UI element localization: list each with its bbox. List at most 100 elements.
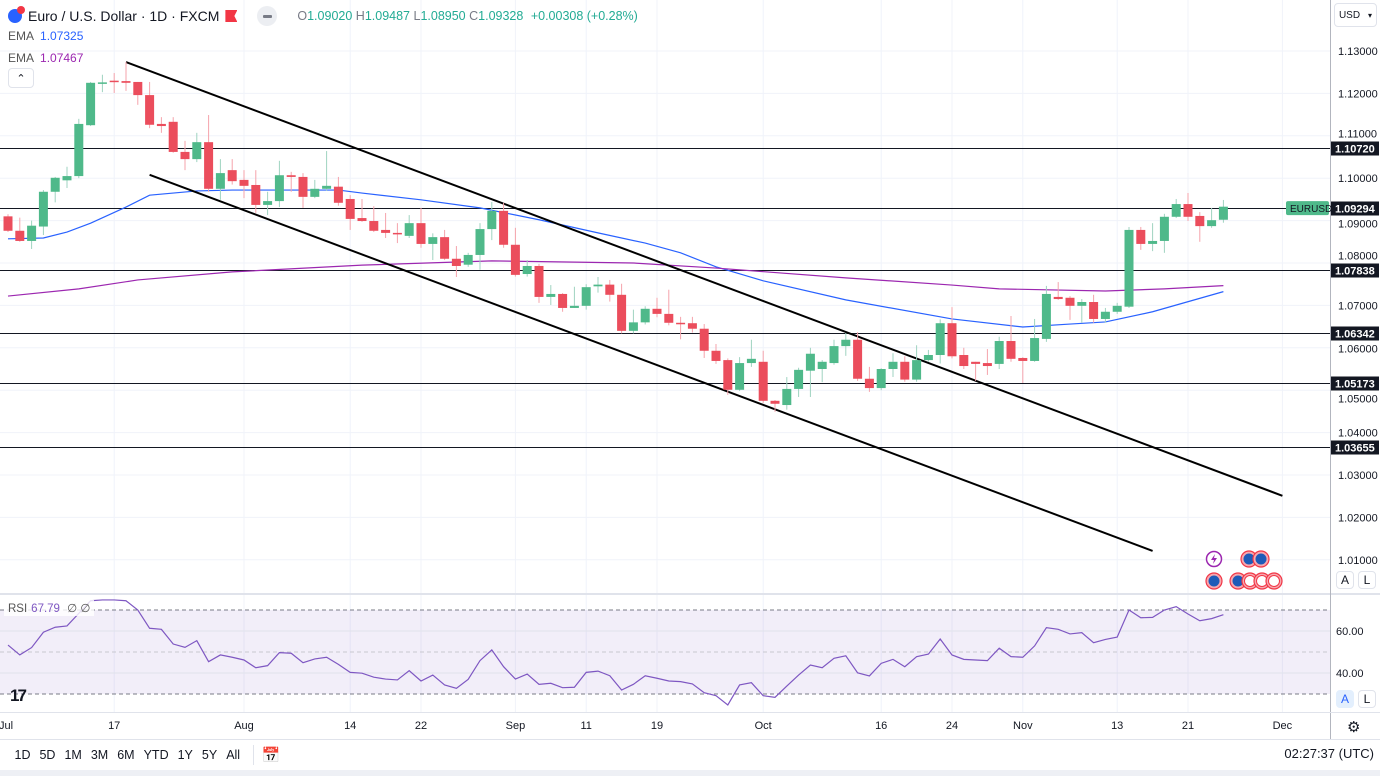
candle-body xyxy=(1030,338,1040,361)
candle-body xyxy=(1112,305,1122,312)
candle-body xyxy=(628,322,638,331)
candle-body xyxy=(1195,215,1205,227)
candle-body xyxy=(676,322,686,325)
candle-body xyxy=(1041,293,1051,339)
candle-body xyxy=(215,173,225,189)
range-1m[interactable]: 1M xyxy=(64,748,82,762)
candle-body xyxy=(994,341,1004,364)
high-label: H xyxy=(355,9,365,23)
low-label: L xyxy=(413,9,421,23)
range-ytd[interactable]: YTD xyxy=(143,748,169,762)
market-status-icon[interactable] xyxy=(257,6,278,26)
range-3m[interactable]: 3M xyxy=(90,748,109,762)
candle-body xyxy=(3,216,13,231)
trendlines[interactable] xyxy=(125,61,1283,552)
range-1d[interactable]: 1D xyxy=(14,748,31,762)
candle-body xyxy=(900,361,910,380)
candle-body xyxy=(239,179,249,186)
candle xyxy=(109,73,119,93)
eu-flag-glyph xyxy=(1255,553,1267,565)
candle-body xyxy=(345,198,355,219)
candle xyxy=(794,367,804,397)
trendline xyxy=(125,61,1283,497)
candle xyxy=(735,357,745,392)
candle xyxy=(1159,213,1169,253)
range-1y[interactable]: 1Y xyxy=(177,748,193,762)
currency-select[interactable]: USD ▾ xyxy=(1334,3,1377,27)
candle xyxy=(805,347,815,397)
candle xyxy=(369,206,379,233)
symbol-tag-label: EURUSD xyxy=(1290,204,1332,215)
rsi-log-scale-button[interactable]: L xyxy=(1358,690,1376,708)
ema-slow-label: EMA xyxy=(8,51,35,65)
candle-body xyxy=(841,339,851,347)
candle-body xyxy=(888,361,898,369)
rsi-auto-scale-button[interactable]: A xyxy=(1336,690,1354,708)
auto-scale-button[interactable]: A xyxy=(1336,571,1354,589)
clock[interactable]: 02:27:37 (UTC) xyxy=(1284,746,1374,761)
time-tick-label: 16 xyxy=(875,720,887,732)
eu-flag-icon[interactable] xyxy=(1205,572,1223,590)
log-scale-button[interactable]: L xyxy=(1358,571,1376,589)
candle xyxy=(841,332,851,356)
horizontal-levels[interactable] xyxy=(0,148,1330,448)
candle-body xyxy=(640,308,650,323)
candle xyxy=(1218,199,1228,223)
settings-gear-icon[interactable]: ⚙ xyxy=(1347,719,1361,736)
chevron-up-icon: ⌃ xyxy=(16,72,26,85)
candle xyxy=(345,195,355,230)
time-tick-label: 17 xyxy=(108,720,120,732)
candle-body xyxy=(298,176,308,197)
candle xyxy=(971,361,981,381)
us-flag-icon[interactable] xyxy=(1253,572,1271,590)
range-5d[interactable]: 5D xyxy=(39,748,56,762)
candle-body xyxy=(864,378,874,389)
economic-events[interactable] xyxy=(1205,550,1283,590)
candle-body xyxy=(62,176,72,181)
candle-body xyxy=(369,221,379,231)
candle xyxy=(475,223,485,270)
range-all[interactable]: All xyxy=(226,748,241,762)
candle-body xyxy=(86,82,96,126)
change-value: +0.00308 (+0.28%) xyxy=(530,9,638,23)
eu-flag-icon[interactable] xyxy=(1240,550,1258,568)
level-price-label: 1.06342 xyxy=(1335,329,1375,341)
candle-body xyxy=(440,237,450,259)
candle xyxy=(510,227,520,277)
time-tick-label: Dec xyxy=(1273,720,1293,732)
candle xyxy=(121,62,131,91)
candle xyxy=(251,170,261,213)
ema-fast-line xyxy=(7,189,1224,328)
eu-flag-icon[interactable] xyxy=(1229,572,1247,590)
candle xyxy=(1077,299,1087,323)
candle-body xyxy=(664,313,674,323)
calendar-goto-icon[interactable]: 📅 xyxy=(261,747,281,764)
tradingview-logo[interactable]: 17 xyxy=(10,686,27,705)
flag-icon[interactable] xyxy=(225,10,238,22)
rsi-pane xyxy=(0,599,1330,706)
candle xyxy=(853,332,863,381)
rsi-legend[interactable]: RSI 67.79 ∅ ∅ xyxy=(4,600,95,616)
candle-body xyxy=(416,223,426,244)
range-5y[interactable]: 5Y xyxy=(201,748,218,762)
candle xyxy=(876,368,886,391)
range-6m[interactable]: 6M xyxy=(117,748,135,762)
symbol-title[interactable]: Euro / U.S. Dollar · 1D · FXCM xyxy=(28,8,220,24)
eu-flag-icon[interactable] xyxy=(1252,550,1270,568)
candle-body xyxy=(735,363,745,390)
us-flag-icon[interactable] xyxy=(1265,572,1283,590)
candle-body xyxy=(74,123,84,177)
candle-body xyxy=(1006,341,1016,359)
us-flag-glyph xyxy=(1268,575,1280,587)
time-tick-label: 11 xyxy=(580,720,591,732)
lightning-icon[interactable] xyxy=(1205,550,1223,568)
ema-legend-slow[interactable]: EMA 1.07467 xyxy=(8,51,83,65)
candle xyxy=(286,171,296,192)
collapse-legend-button[interactable]: ⌃ xyxy=(8,68,34,88)
candle xyxy=(711,343,721,364)
ema-legend-fast[interactable]: EMA 1.07325 xyxy=(8,29,83,43)
candle-body xyxy=(168,121,178,152)
candle xyxy=(534,263,544,303)
candle-body xyxy=(770,400,780,404)
